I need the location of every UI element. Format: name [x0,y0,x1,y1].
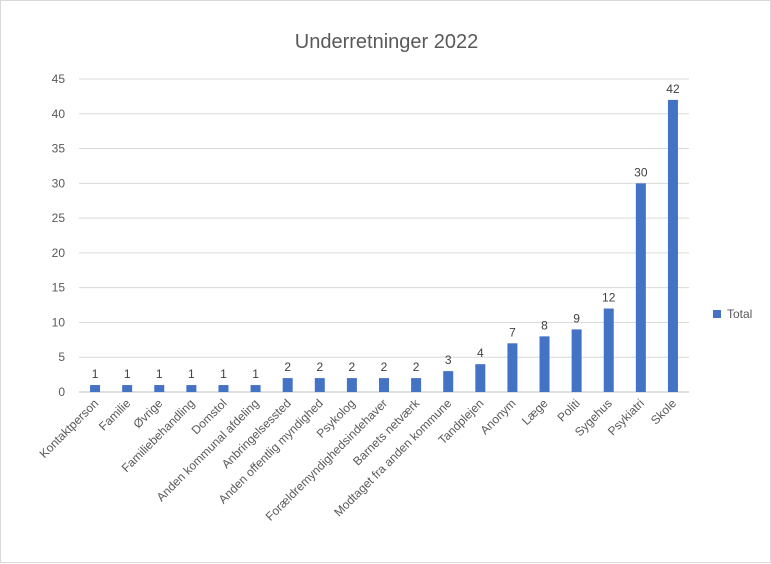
bar [411,378,422,392]
bar [346,378,357,392]
y-tick-label: 10 [52,315,66,329]
data-label: 1 [220,367,227,381]
bar [603,308,614,392]
category-label: Læge [519,396,551,428]
category-label: Psykiatri [605,396,647,438]
data-label: 12 [602,291,616,305]
category-label: Anonym [478,396,519,437]
y-tick-label: 15 [52,281,66,295]
chart-title: Underretninger 2022 [294,31,479,53]
data-label: 2 [316,360,323,374]
category-label: Politi [554,396,582,424]
bar [282,378,293,392]
data-label: 2 [413,360,420,374]
bar [122,385,133,392]
category-label: Familie [96,396,133,433]
data-label: 7 [509,325,516,339]
y-tick-label: 5 [58,350,65,364]
y-axis-tick-labels: 0 5 10 15 20 25 30 35 40 45 [52,72,66,399]
category-label: Kontaktperson [37,396,102,461]
bar [507,343,518,392]
y-tick-label: 0 [58,385,65,399]
data-label: 9 [573,311,580,325]
bar [475,364,486,392]
y-tick-label: 30 [52,176,66,190]
data-label: 1 [252,367,259,381]
legend: Total [713,307,752,321]
y-tick-label: 40 [52,107,66,121]
data-label: 1 [188,367,195,381]
data-label: 1 [92,367,99,381]
category-labels: KontaktpersonFamilieØvrigeFamiliebehandl… [37,396,680,524]
bar [90,385,101,392]
data-label: 4 [477,346,484,360]
legend-label: Total [727,307,753,321]
data-label: 8 [541,318,548,332]
data-label: 30 [634,165,648,179]
bar [314,378,325,392]
data-label: 2 [381,360,388,374]
y-tick-label: 20 [52,246,66,260]
data-label: 1 [156,367,163,381]
data-label: 1 [124,367,131,381]
y-tick-label: 45 [52,72,66,86]
bars [90,99,678,392]
bar [667,99,678,392]
bar [154,385,165,392]
gridlines [79,78,689,393]
category-label: Skole [648,396,679,427]
y-tick-label: 25 [52,211,66,225]
bar [571,329,582,392]
bar [443,371,454,392]
legend-swatch [713,310,721,318]
bar [379,378,389,392]
data-label: 42 [666,82,680,96]
bar [539,336,550,392]
data-label: 2 [349,360,356,374]
data-label: 2 [284,360,291,374]
bar [186,385,197,392]
data-label: 3 [445,353,452,367]
y-tick-label: 35 [52,142,66,156]
bar [635,183,646,392]
bar [218,385,229,392]
bar [250,385,261,392]
